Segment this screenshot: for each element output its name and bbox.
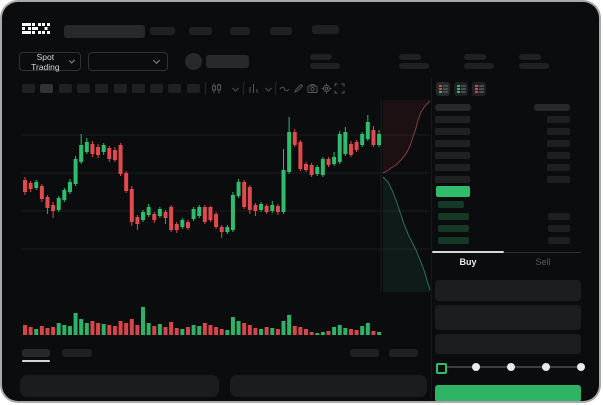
- orderbook-row-skeleton[interactable]: [435, 152, 470, 159]
- slider-stop[interactable]: [542, 363, 550, 371]
- settings-icon[interactable]: [321, 83, 332, 94]
- tab-buy[interactable]: Buy: [459, 257, 477, 267]
- toolbar-divider: [275, 82, 276, 95]
- fullscreen-icon[interactable]: [334, 83, 345, 94]
- amount-slider-handle[interactable]: [436, 363, 447, 374]
- slider-stop[interactable]: [507, 363, 515, 371]
- chevron-down-icon[interactable]: [230, 84, 241, 95]
- orderbook-header-skeleton: [435, 104, 471, 111]
- toolbar-divider: [205, 82, 206, 95]
- orderbook-row-skeleton[interactable]: [435, 176, 470, 183]
- orderbook-row-skeleton[interactable]: [438, 201, 464, 208]
- market-type-label: Spot Trading: [31, 51, 60, 72]
- chevron-down-icon: [68, 57, 76, 64]
- candle-style-icon[interactable]: [211, 83, 222, 94]
- orderbook-row-skeleton[interactable]: [547, 127, 570, 135]
- orders-panel-skeleton: [230, 375, 427, 397]
- line-type-icon[interactable]: [279, 83, 290, 94]
- timeframe-button-skeleton[interactable]: [40, 84, 54, 93]
- orderbook-row-skeleton[interactable]: [547, 176, 570, 183]
- buy-submit-button[interactable]: [435, 385, 581, 401]
- orders-panel-skeleton: [20, 375, 219, 397]
- timeframe-button-skeleton[interactable]: [168, 84, 182, 93]
- orderbook-row-skeleton[interactable]: [547, 115, 570, 123]
- orderbook-row-skeleton[interactable]: [435, 127, 470, 135]
- ticker-stat-skeleton: [519, 54, 541, 60]
- orders-tab-skeleton[interactable]: [22, 349, 50, 357]
- nav-item-skeleton[interactable]: [270, 27, 292, 35]
- timeframe-button-skeleton[interactable]: [22, 84, 35, 93]
- okx-logo: [22, 23, 50, 34]
- orderbook-row-skeleton[interactable]: [435, 139, 470, 147]
- orderbook-last-price[interactable]: [436, 186, 470, 197]
- nav-item-skeleton[interactable]: [312, 25, 339, 34]
- orderbook-row-skeleton[interactable]: [547, 152, 570, 159]
- orderbook-row-skeleton[interactable]: [548, 225, 570, 232]
- timeframe-button-skeleton[interactable]: [113, 84, 127, 93]
- total-input-skeleton[interactable]: [435, 334, 581, 354]
- orderbook-asks-view-button[interactable]: [472, 82, 486, 96]
- nav-item-skeleton[interactable]: [230, 27, 250, 35]
- app-window: Spot Trading: [2, 2, 599, 401]
- orderbook-row-skeleton[interactable]: [547, 139, 570, 147]
- nav-item-skeleton[interactable]: [189, 27, 212, 35]
- timeframe-button-skeleton[interactable]: [76, 84, 90, 93]
- price-input-skeleton[interactable]: [435, 280, 581, 301]
- orderbook-row-skeleton[interactable]: [438, 237, 469, 244]
- camera-icon[interactable]: [307, 83, 318, 94]
- ticker-stat-skeleton: [310, 63, 340, 69]
- timeframe-button-skeleton[interactable]: [58, 84, 72, 93]
- timeframe-button-skeleton[interactable]: [150, 84, 164, 93]
- ticker-stat-skeleton: [464, 54, 486, 60]
- orderbook-combined-view-button[interactable]: [436, 82, 450, 96]
- nav-item-skeleton[interactable]: [150, 27, 175, 35]
- toolbar-divider: [243, 82, 244, 95]
- market-type-dropdown[interactable]: Spot Trading: [19, 51, 81, 72]
- timeframe-button-skeleton[interactable]: [131, 84, 145, 93]
- ticker-stat-skeleton: [399, 54, 421, 60]
- amount-input-skeleton[interactable]: [435, 305, 581, 330]
- ticker-stat-skeleton: [399, 63, 429, 69]
- orderbook-bids-view-button[interactable]: [454, 82, 468, 96]
- timeframe-button-skeleton[interactable]: [95, 84, 109, 93]
- timeframe-button-skeleton[interactable]: [186, 84, 200, 93]
- pair-search-skeleton[interactable]: [64, 25, 145, 38]
- orderbook-row-skeleton[interactable]: [548, 237, 570, 244]
- orderbook-row-skeleton[interactable]: [547, 164, 570, 171]
- orderbook-row-skeleton[interactable]: [438, 225, 469, 232]
- buy-tab-indicator: [432, 251, 504, 253]
- bottom-action-skeleton[interactable]: [389, 349, 418, 357]
- history-tab-skeleton[interactable]: [62, 349, 92, 357]
- slider-stop[interactable]: [577, 363, 585, 371]
- slider-stop[interactable]: [472, 363, 480, 371]
- orders-tab-underline: [22, 360, 50, 362]
- pair-dropdown[interactable]: [88, 52, 168, 71]
- orderbook-row-skeleton[interactable]: [435, 164, 470, 171]
- ticker-stat-skeleton: [464, 63, 494, 69]
- ticker-stat-skeleton: [519, 63, 549, 69]
- pair-name-skeleton: [206, 55, 249, 68]
- panel-divider: [431, 78, 432, 401]
- orderbook-row-skeleton[interactable]: [548, 213, 570, 220]
- tab-divider: [504, 252, 581, 253]
- orderbook-header-skeleton: [534, 104, 570, 111]
- indicator-icon[interactable]: [248, 83, 259, 94]
- chevron-down-icon: [152, 56, 161, 65]
- draw-icon[interactable]: [293, 83, 304, 94]
- chevron-down-icon[interactable]: [263, 84, 274, 95]
- bottom-action-skeleton[interactable]: [350, 349, 379, 357]
- orderbook-row-skeleton[interactable]: [435, 115, 470, 123]
- coin-avatar: [185, 53, 202, 70]
- tab-sell[interactable]: Sell: [535, 257, 551, 267]
- orderbook-row-skeleton[interactable]: [438, 213, 469, 220]
- ticker-stat-skeleton: [310, 54, 332, 60]
